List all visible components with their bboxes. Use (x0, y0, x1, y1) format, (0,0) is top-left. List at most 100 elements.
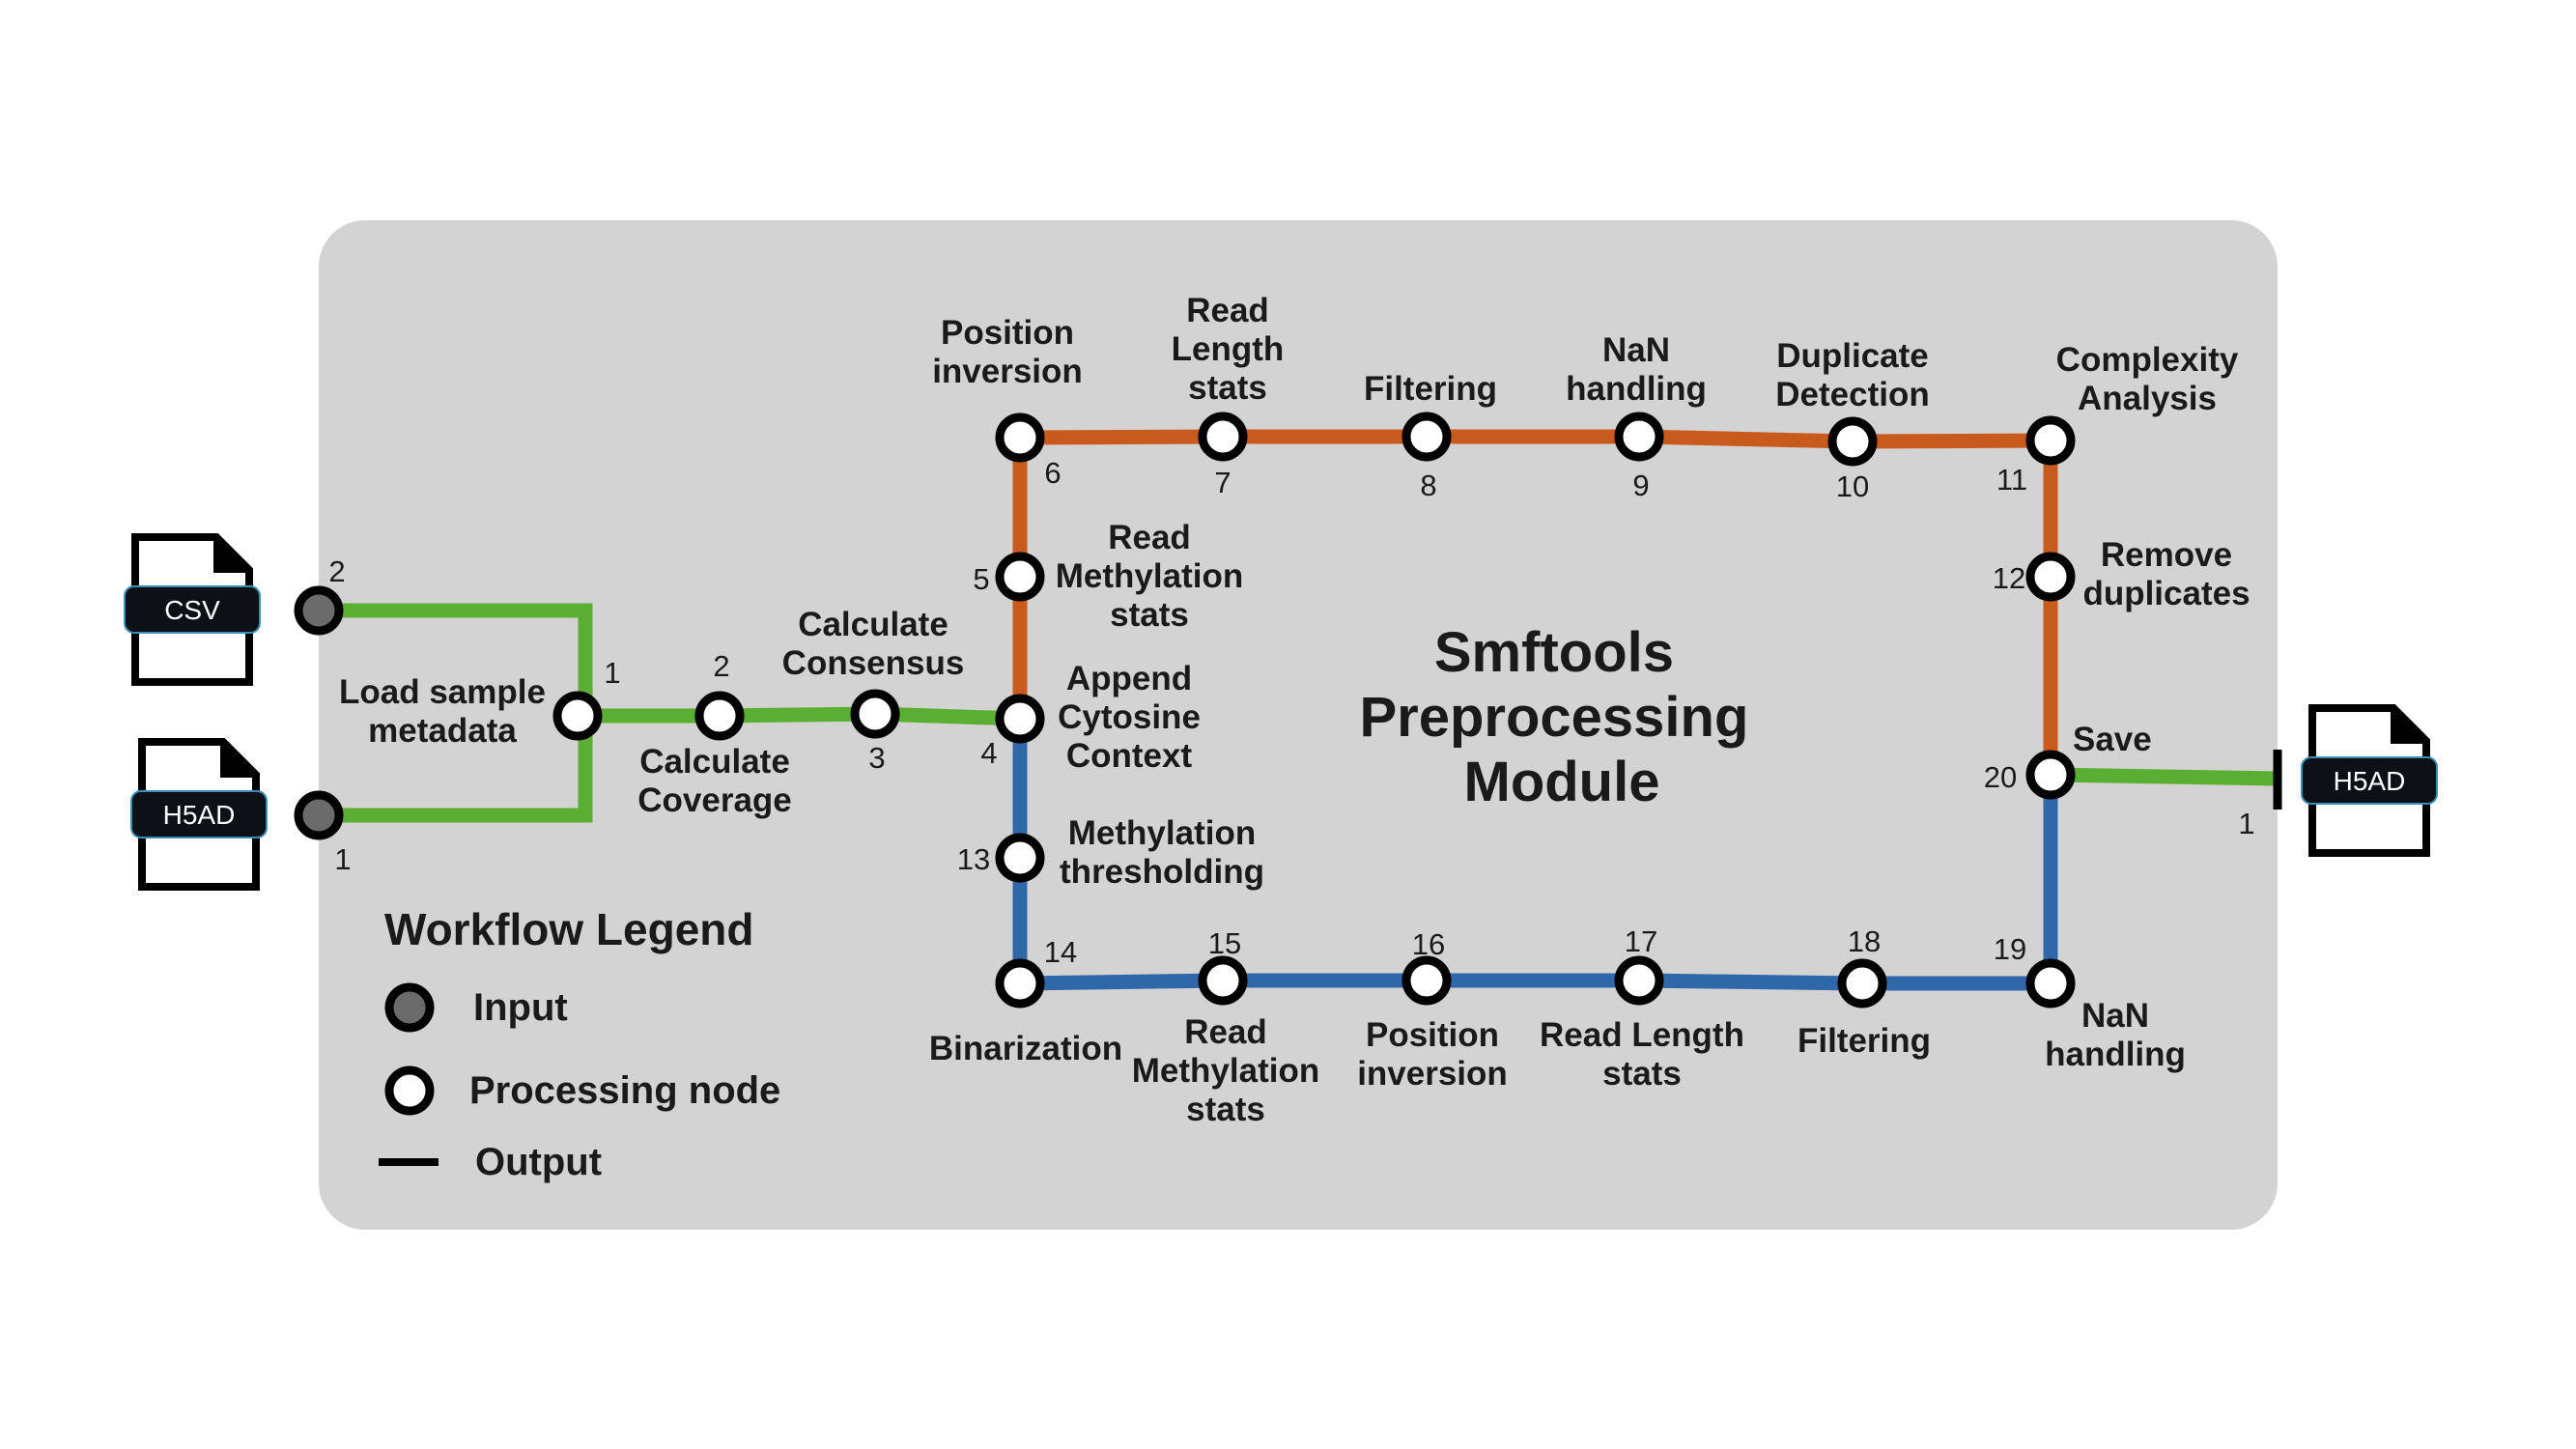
node-label-line: Methylation (1056, 557, 1243, 595)
file-type-badge (2301, 756, 2438, 805)
node-label-line: Methylation (1132, 1052, 1319, 1090)
node-label-line: Calculate (639, 743, 790, 781)
node-label-line: Load sample (339, 673, 546, 711)
input-number-csv: 2 (328, 554, 345, 588)
node-label-16: Position inversion (1357, 1016, 1508, 1093)
input-node-csv (294, 585, 344, 636)
h5ad-output-file-icon: H5AD (2301, 704, 2438, 857)
node-label-13: Methylation thresholding (1060, 814, 1264, 891)
node-label-line: Consensus (782, 644, 965, 682)
document-fold (2391, 708, 2426, 744)
module-title-line: Module (1464, 751, 1660, 813)
workflow-legend: Workflow Legend Input Processing node Ou… (379, 904, 780, 1183)
node-number-14: 14 (1044, 935, 1077, 969)
node-number-10: 10 (1836, 469, 1869, 503)
node-label-line: Context (1066, 737, 1193, 775)
node-number-5: 5 (973, 562, 989, 596)
processing-node-18 (1837, 958, 1887, 1009)
node-number-6: 6 (1044, 456, 1061, 490)
node-number-12: 12 (1993, 561, 2025, 595)
file-type-label: H5AD (163, 800, 236, 830)
processing-node-17 (1614, 955, 1664, 1006)
node-label-5: Read Methylation stats (1056, 519, 1243, 634)
node-label-line: Position (1366, 1016, 1499, 1054)
input-number-h5ad: 1 (334, 842, 351, 876)
node-number-20: 20 (1984, 760, 2017, 794)
node-label-line: Read Length (1540, 1016, 1744, 1054)
file-type-badge (124, 585, 261, 634)
processing-node-15 (1198, 955, 1248, 1006)
node-number-13: 13 (957, 842, 990, 876)
node-label-line: Append (1066, 660, 1192, 697)
node-label-line: Read (1108, 519, 1191, 556)
input-node-h5ad (294, 790, 344, 840)
node-label-line: Read (1184, 1013, 1267, 1051)
node-label-line: Calculate (798, 606, 948, 643)
processing-node-16 (1401, 955, 1452, 1006)
node-label-line: Position (941, 314, 1074, 352)
file-type-badge (130, 790, 268, 838)
legend-output-label: Output (475, 1141, 602, 1183)
node-number-9: 9 (1632, 469, 1649, 502)
node-number-16: 16 (1412, 927, 1445, 961)
node-number-18: 18 (1848, 924, 1881, 958)
node-label-17: Read Length stats (1540, 1016, 1744, 1093)
node-number-1: 1 (604, 656, 620, 690)
legend-processing-marker (384, 1065, 435, 1116)
node-label-2: Calculate Coverage (637, 743, 792, 819)
node-label-line: inversion (1357, 1055, 1508, 1093)
node-label-line: handling (1566, 370, 1707, 408)
processing-node-20 (2025, 750, 2076, 800)
route-main-green (578, 706, 1021, 726)
processing-node-10 (1827, 416, 1878, 467)
node-label-19: NaN handling (2045, 997, 2186, 1073)
node-label-line: stats (1186, 1091, 1265, 1128)
module-title-line: Preprocessing (1359, 686, 1748, 749)
node-label-line: stats (1602, 1055, 1682, 1093)
node-number-3: 3 (868, 741, 885, 775)
processing-node-13 (995, 833, 1045, 883)
node-label-line: Save (2073, 721, 2152, 758)
node-number-11: 11 (1996, 463, 2027, 497)
document-fold (220, 742, 256, 778)
node-label-18: Filtering (1798, 1022, 1931, 1060)
processing-node-3 (850, 689, 900, 739)
node-label-line: Detection (1775, 376, 1929, 413)
node-number-15: 15 (1208, 926, 1241, 960)
node-label-line: Remove (2101, 536, 2232, 574)
legend-input-marker (384, 982, 435, 1033)
route-output (2050, 767, 2279, 786)
node-label-line: Analysis (2078, 380, 2217, 417)
node-label-9: NaN handling (1566, 331, 1707, 408)
file-type-label: H5AD (2334, 766, 2406, 796)
file-icons: CSV H5AD H5AD (124, 533, 2438, 891)
node-label-line: Complexity (2056, 341, 2239, 379)
document-fold (213, 537, 249, 573)
node-label-20: Save (2073, 721, 2152, 758)
processing-node-7 (1198, 412, 1248, 462)
csv-file-icon: CSV (124, 533, 261, 686)
processing-node-4 (995, 694, 1045, 744)
node-label-1: Load sample metadata (339, 673, 546, 750)
processing-node-2 (694, 691, 745, 741)
node-number-4: 4 (980, 736, 997, 770)
legend-input-label: Input (473, 986, 568, 1029)
node-number-7: 7 (1214, 466, 1231, 499)
route-input-h5ad (319, 716, 593, 823)
node-label-line: stats (1188, 369, 1267, 407)
node-label-4: Append Cytosine Context (1058, 660, 1201, 775)
node-number-8: 8 (1420, 469, 1436, 502)
legend-processing-label: Processing node (469, 1069, 780, 1112)
node-number-17: 17 (1625, 924, 1657, 958)
processing-node-14 (995, 958, 1045, 1009)
node-label-line: Cytosine (1058, 698, 1201, 736)
node-label-15: Read Methylation stats (1132, 1013, 1319, 1128)
file-type-label: CSV (164, 595, 220, 625)
processing-node-11 (2025, 415, 2076, 466)
node-label-line: Filtering (1364, 370, 1497, 408)
node-label-10: Duplicate Detection (1775, 337, 1929, 413)
legend-title: Workflow Legend (384, 904, 754, 954)
module-title-line: Smftools (1434, 621, 1674, 684)
processing-node-19 (2025, 958, 2076, 1009)
